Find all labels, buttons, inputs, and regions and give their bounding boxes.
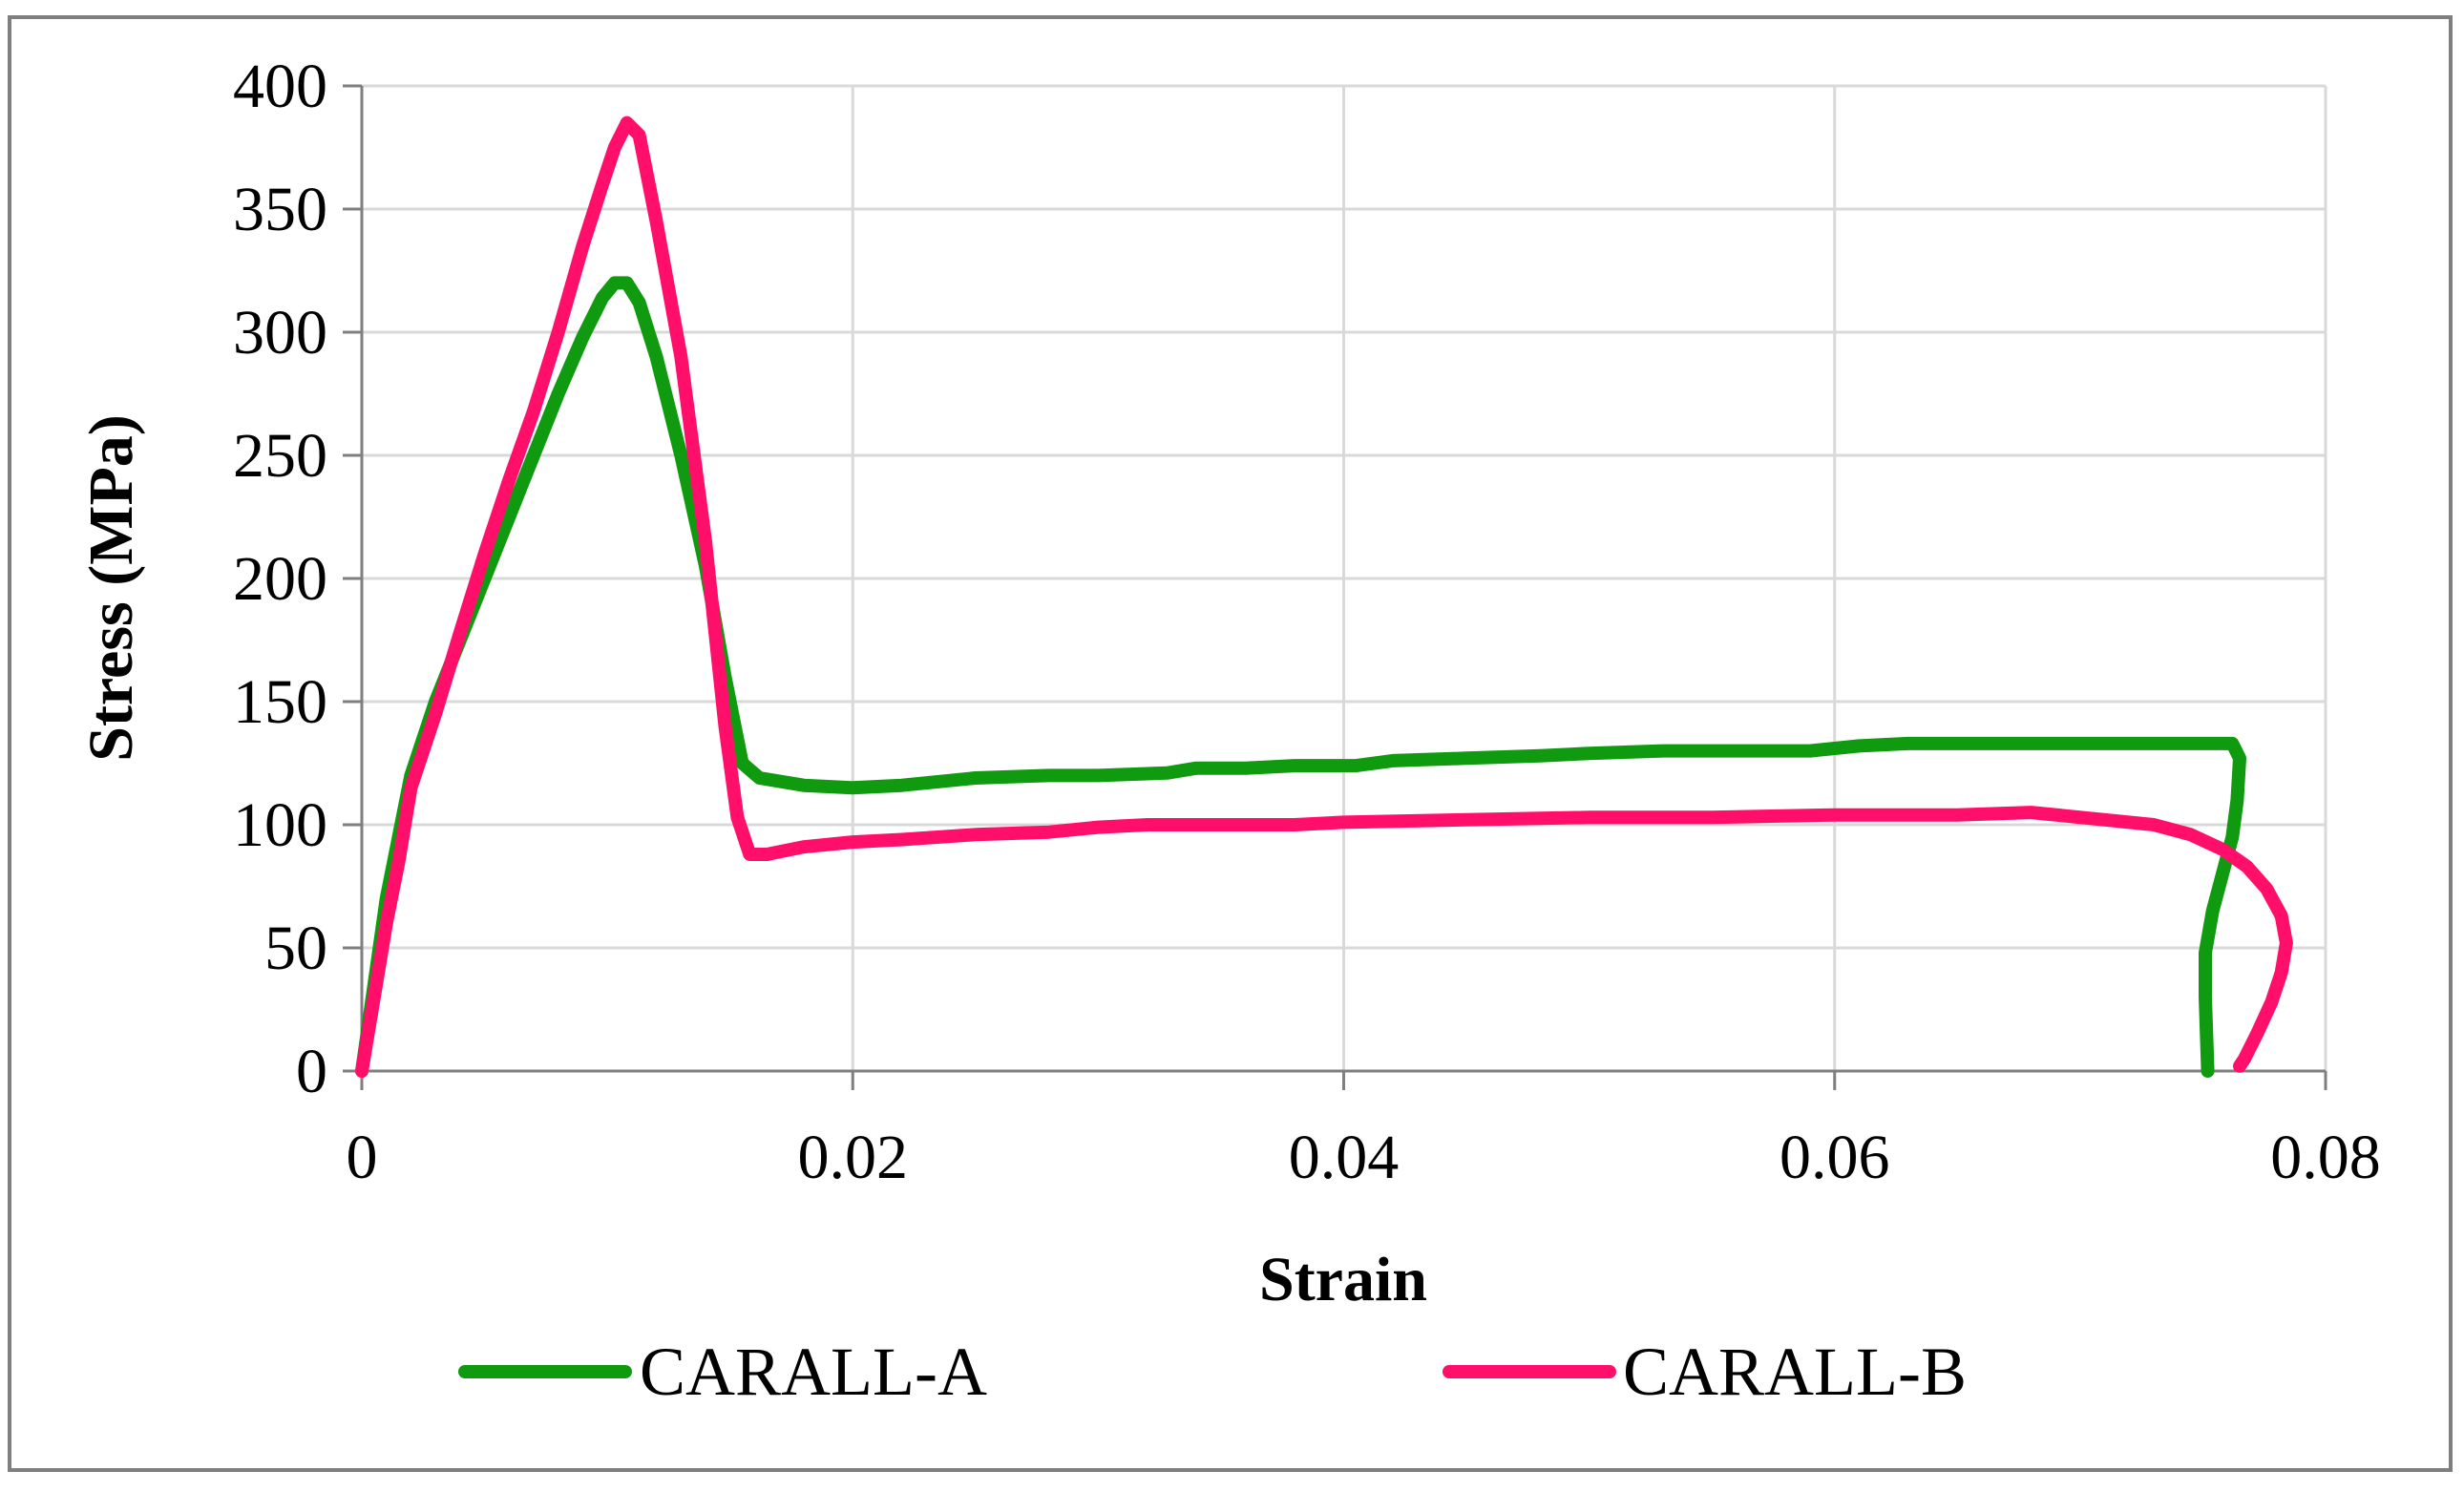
legend-label-carall-a: CARALL-A: [640, 1334, 987, 1410]
y-tick-label: 200: [233, 544, 327, 614]
tick-labels: 0 50 100 150 200 250 300 350 400 0 0.02 0.04 0.06 0.0…: [233, 52, 2381, 1192]
series-line-carall-a: [355, 276, 2246, 1078]
x-axis-title: Strain: [1259, 1245, 1427, 1314]
legend: CARALL-A CARALL-B: [458, 1334, 1967, 1410]
x-tick-label: 0.06: [1780, 1123, 1890, 1192]
y-tick-label: 250: [233, 421, 327, 491]
series-line-carall-b: [355, 116, 2293, 1078]
axes-layer: [343, 84, 2327, 1090]
x-tick-label: 0.04: [1289, 1123, 1400, 1192]
y-tick-label: 100: [233, 790, 327, 860]
series-layer: [355, 116, 2293, 1078]
y-tick-label: 350: [233, 175, 327, 244]
y-axis-title: Stress (MPa): [76, 414, 146, 762]
y-tick-label: 300: [233, 298, 327, 368]
x-tick-label: 0.08: [2270, 1123, 2381, 1192]
y-tick-label: 400: [233, 52, 327, 121]
y-tick-label: 50: [264, 914, 327, 983]
y-tick-label: 0: [296, 1037, 327, 1106]
x-tick-label: 0.02: [798, 1123, 909, 1192]
y-tick-label: 150: [233, 667, 327, 737]
grid-layer: [362, 84, 2327, 1071]
legend-label-carall-b: CARALL-B: [1623, 1334, 1967, 1410]
x-tick-label: 0: [347, 1123, 378, 1192]
